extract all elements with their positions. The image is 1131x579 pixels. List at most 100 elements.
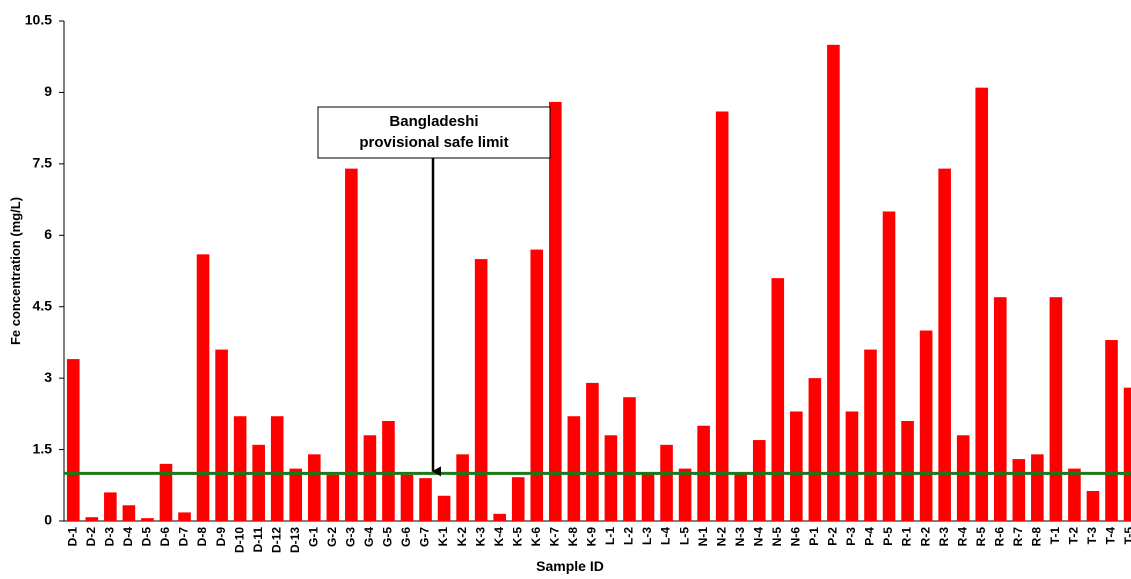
x-tick-label: K-6 [529, 527, 543, 547]
x-tick-label: L-4 [659, 527, 673, 545]
x-tick-label: D-4 [121, 527, 135, 547]
x-tick-label: D-12 [269, 527, 283, 553]
x-tick-label: D-5 [140, 527, 154, 547]
bar [66, 359, 80, 521]
bar [1068, 468, 1081, 521]
y-tick-label: 6 [44, 226, 52, 242]
x-tick-label: D-9 [214, 527, 228, 547]
bar [196, 254, 210, 522]
x-tick-label: P-3 [844, 527, 858, 546]
x-tick-label: T-1 [1048, 527, 1062, 545]
x-tick-label: R-1 [900, 527, 914, 547]
bar [586, 382, 599, 521]
x-tick-label: P-4 [863, 527, 877, 546]
bar [511, 477, 525, 521]
y-tick-label: 3 [44, 369, 52, 385]
bar [938, 168, 951, 521]
bar [678, 468, 692, 521]
x-axis-title: Sample ID [536, 558, 604, 574]
bar [363, 435, 377, 521]
bar [734, 473, 748, 521]
bar [345, 168, 358, 521]
x-tick-label: L-3 [640, 527, 654, 545]
x-tick-label: D-10 [232, 527, 246, 553]
x-tick-label: K-5 [510, 527, 524, 547]
x-tick-label: R-7 [1011, 527, 1025, 547]
bar [549, 101, 562, 521]
bar [419, 478, 432, 521]
bar [1012, 459, 1026, 521]
annotation-text: provisional safe limit [359, 134, 508, 151]
bar [178, 512, 191, 521]
x-tick-label: N-6 [789, 527, 803, 547]
y-tick-label: 10.5 [25, 12, 52, 28]
bar [660, 444, 673, 521]
bar [901, 421, 914, 521]
bar [252, 444, 265, 521]
bar [456, 454, 469, 521]
bar [122, 505, 136, 521]
bar [1105, 340, 1118, 521]
y-tick-label: 9 [44, 83, 52, 99]
y-tick-label: 7.5 [33, 155, 53, 171]
x-tick-label: D-6 [158, 527, 172, 547]
bar [289, 468, 303, 521]
x-tick-label: T-2 [1067, 527, 1081, 545]
bar [85, 517, 99, 521]
bar [233, 416, 247, 521]
bar [975, 87, 989, 522]
x-tick-label: L-2 [622, 527, 636, 545]
x-tick-label: G-1 [306, 527, 320, 547]
y-tick-label: 1.5 [33, 440, 53, 456]
bar [604, 435, 618, 521]
x-tick-label: N-2 [714, 527, 728, 547]
bar [104, 492, 117, 521]
y-axis-title: Fe concentration (mg/L) [8, 197, 23, 345]
bar [493, 513, 506, 521]
bar [623, 397, 636, 521]
bar [641, 473, 655, 521]
bar [270, 416, 284, 521]
bar [159, 463, 173, 521]
x-tick-label: R-3 [937, 527, 951, 547]
x-tick-label: K-9 [585, 527, 599, 547]
x-tick-label: T-5 [1122, 527, 1131, 545]
bar [400, 474, 414, 521]
x-tick-label: K-3 [473, 527, 487, 547]
bar [845, 411, 859, 521]
bar [307, 454, 321, 521]
bar [1086, 491, 1100, 521]
x-tick-label: G-2 [325, 527, 339, 547]
x-tick-label: K-1 [436, 527, 450, 547]
bar [771, 278, 785, 521]
x-tick-label: L-5 [677, 527, 691, 545]
bar [326, 474, 340, 521]
x-tick-label: N-3 [733, 527, 747, 547]
x-tick-label: G-4 [362, 527, 376, 547]
bar [1049, 297, 1063, 521]
bar [808, 378, 822, 521]
y-tick-label: 0 [44, 512, 52, 528]
x-tick-label: P-5 [881, 527, 895, 546]
x-tick-label: R-4 [955, 527, 969, 547]
x-tick-label: G-6 [399, 527, 413, 547]
bar [827, 44, 840, 522]
x-tick-label: T-4 [1104, 527, 1118, 545]
bar [864, 349, 877, 521]
bar [474, 259, 488, 521]
x-tick-label: N-1 [696, 527, 710, 547]
bar [993, 297, 1007, 521]
x-tick-label: D-11 [251, 527, 265, 553]
x-tick-label: D-1 [65, 527, 79, 547]
x-tick-label: N-4 [751, 527, 765, 547]
y-tick-label: 4.5 [33, 297, 53, 313]
bar [956, 435, 970, 521]
x-tick-label: K-2 [455, 527, 469, 547]
x-tick-label: T-3 [1085, 527, 1099, 545]
x-tick-label: L-1 [603, 527, 617, 545]
x-tick-label: R-5 [974, 527, 988, 547]
x-tick-label: R-6 [992, 527, 1006, 547]
bar [530, 249, 544, 522]
bar [919, 330, 933, 521]
